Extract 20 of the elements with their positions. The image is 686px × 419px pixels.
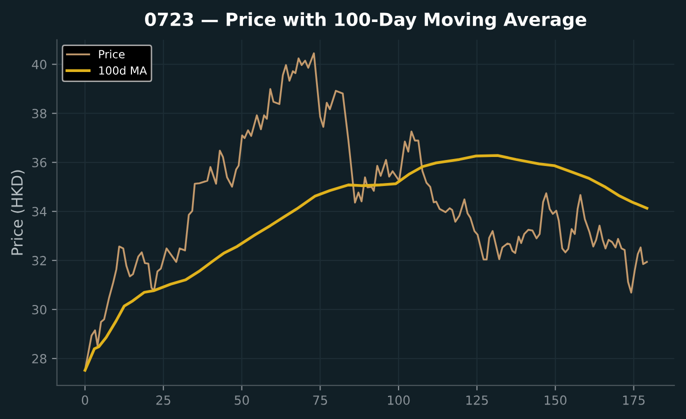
y-tick-label: 30 [32,304,46,314]
y-tick-label: 28 [32,354,46,364]
x-tick-label: 175 [623,396,645,405]
y-tick-label: 40 [32,60,46,70]
x-tick-label: 100 [388,395,410,405]
legend-label: 100d MA [99,66,147,75]
legend-label: Price [99,50,125,58]
x-tick-label: 75 [313,396,328,405]
y-tick-label: 32 [32,256,46,266]
x-tick-label: 150 [544,395,566,405]
y-tick-label: 36 [32,158,46,168]
x-tick-label: 50 [234,395,249,405]
line-series [84,154,648,372]
x-tick-label: 0 [82,395,88,405]
y-tick-label: 38 [32,108,46,118]
y-tick-label: 34 [32,206,47,216]
y-axis-title: Price (HKD) [10,170,25,255]
x-tick-label: 125 [466,395,488,405]
chart-title: 0723 — Price with 100-Day Moving Average [145,12,586,30]
x-tick-label: 25 [156,395,170,405]
